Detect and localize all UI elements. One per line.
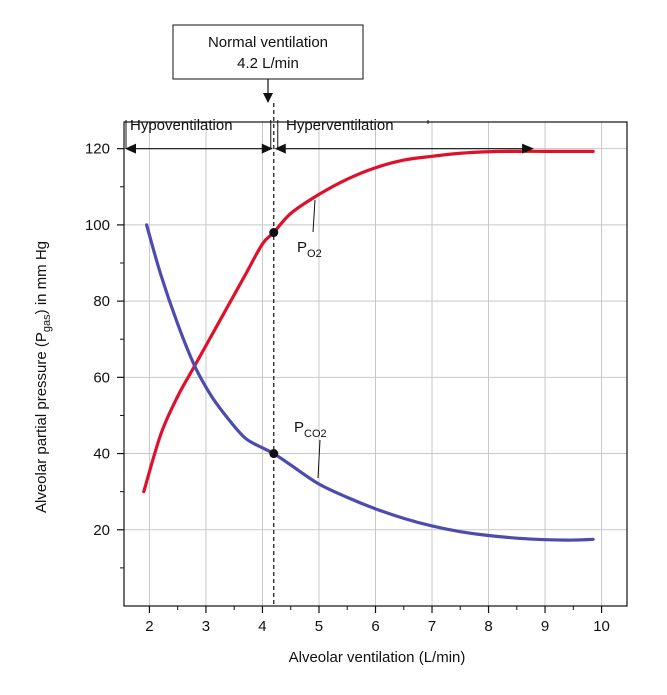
- pco2-marker: [269, 449, 279, 459]
- hypoventilation-label: Hypoventilation: [130, 117, 233, 134]
- annotation-layer: [125, 120, 535, 479]
- x-tick-label: 8: [484, 618, 492, 635]
- x-axis-title: Alveolar ventilation (L/min): [289, 649, 466, 666]
- pco2-leader-line: [317, 439, 321, 479]
- y-tick-label: 100: [85, 217, 110, 234]
- grid-layer: [124, 122, 627, 606]
- x-tick-label: 4: [258, 618, 266, 635]
- po2-leader-line: [312, 199, 316, 233]
- x-tick-label: 7: [428, 618, 436, 635]
- callout-line-1: Normal ventilation: [208, 34, 328, 51]
- y-axis-title-suffix: ) in mm Hg: [33, 241, 50, 314]
- y-axis-title: Alveolar partial pressure (Pgas) in mm H…: [33, 241, 53, 513]
- pco2-label: PCO2: [294, 419, 327, 440]
- x-tick-label: 9: [541, 618, 549, 635]
- y-tick-label: 80: [93, 293, 110, 310]
- y-axis-title-main: Alveolar partial pressure (P: [33, 332, 50, 513]
- pco2-label-sub: CO2: [304, 428, 327, 440]
- po2-line: [142, 149, 595, 494]
- hyperventilation-label: Hyperventilation: [286, 117, 394, 134]
- po2-label-sub: O2: [307, 248, 322, 260]
- x-tick-label: 10: [593, 618, 610, 635]
- y-tick-label: 40: [93, 446, 110, 463]
- hyperventilation-arrowhead-right: [522, 143, 535, 154]
- callout-line-2: 4.2 L/min: [237, 55, 299, 72]
- series-layer: [142, 149, 595, 542]
- x-tick-label: 6: [371, 618, 379, 635]
- x-tick-label: 2: [145, 618, 153, 635]
- y-tick-label: 60: [93, 369, 110, 386]
- pco2-label-main: P: [294, 419, 304, 436]
- po2-label-main: P: [297, 239, 307, 256]
- x-tick-label: 5: [315, 618, 323, 635]
- x-tick-label: 3: [202, 618, 210, 635]
- y-tick-label: 120: [85, 141, 110, 158]
- po2-label: PO2: [297, 239, 322, 260]
- callout-box: [172, 24, 364, 80]
- pco2-line: [145, 223, 595, 542]
- hypoventilation-arrowhead-left: [125, 143, 136, 154]
- po2-marker: [269, 228, 279, 238]
- y-tick-label: 20: [93, 522, 110, 539]
- y-axis-title-sub: gas: [41, 314, 53, 332]
- hypoventilation-arrowhead-right: [261, 143, 273, 154]
- tick-layer: 2 3 4 5 6 7 8 9 10 20 40 60 80 100 120: [85, 141, 610, 635]
- callout-arrowhead: [263, 93, 273, 103]
- hyperventilation-arrowhead-left: [274, 143, 286, 154]
